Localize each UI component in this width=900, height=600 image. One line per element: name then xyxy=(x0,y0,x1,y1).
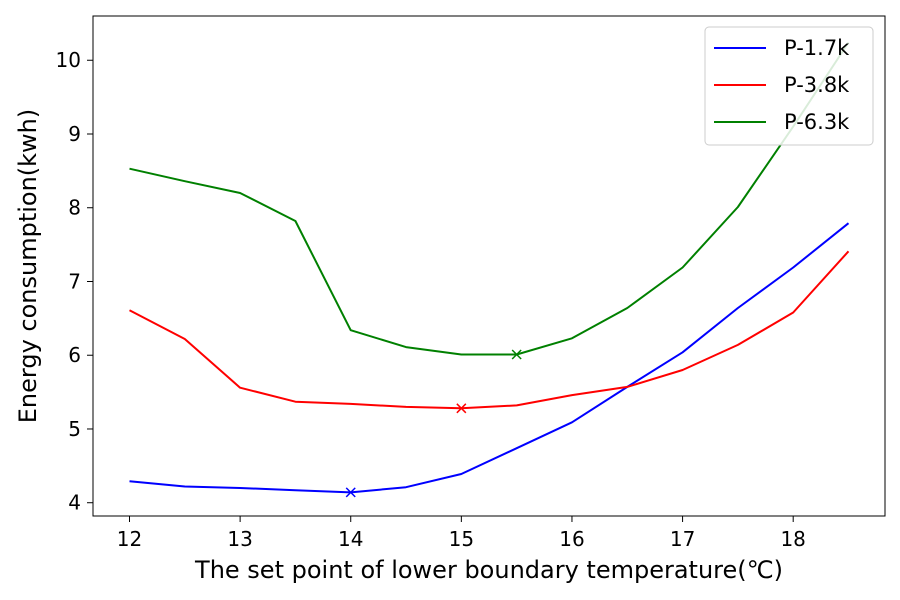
y-tick-label: 4 xyxy=(68,491,81,515)
x-tick-label: 12 xyxy=(117,527,142,551)
plot-frame xyxy=(92,15,886,517)
min-marker xyxy=(456,403,467,414)
x-tick-label: 17 xyxy=(670,527,695,551)
y-tick-label: 8 xyxy=(68,196,81,220)
y-tick-label: 9 xyxy=(68,122,81,146)
y-tick-label: 7 xyxy=(68,269,81,293)
series-line-p-3-8k xyxy=(129,250,850,410)
legend-label: P-3.8k xyxy=(784,73,850,97)
x-tick-label: 13 xyxy=(227,527,252,551)
x-tick-label: 15 xyxy=(449,527,474,551)
x-tick-label: 18 xyxy=(780,527,805,551)
legend: P-1.7k P-3.8k P-6.3k xyxy=(704,26,874,146)
legend-label: P-1.7k xyxy=(784,36,850,60)
y-tick-label: 10 xyxy=(56,48,81,72)
plot-area xyxy=(129,41,850,498)
x-axis-label: The set point of lower boundary temperat… xyxy=(194,556,783,584)
x-tick-label: 16 xyxy=(559,527,584,551)
y-axis-ticks: 4 5 6 7 8 9 10 xyxy=(56,48,93,515)
x-tick-label: 14 xyxy=(338,527,363,551)
legend-box xyxy=(704,26,874,146)
y-tick-label: 5 xyxy=(68,417,81,441)
y-tick-label: 6 xyxy=(68,343,81,367)
x-axis-ticks: 12 13 14 15 16 17 18 xyxy=(117,516,806,551)
series-line-p-1-7k xyxy=(129,222,850,494)
legend-label: P-6.3k xyxy=(784,110,850,134)
min-marker xyxy=(511,349,522,360)
series-line-p-6-3k xyxy=(129,41,850,356)
min-marker xyxy=(345,487,356,498)
y-axis-label: Energy consumption(kwh) xyxy=(14,109,42,424)
